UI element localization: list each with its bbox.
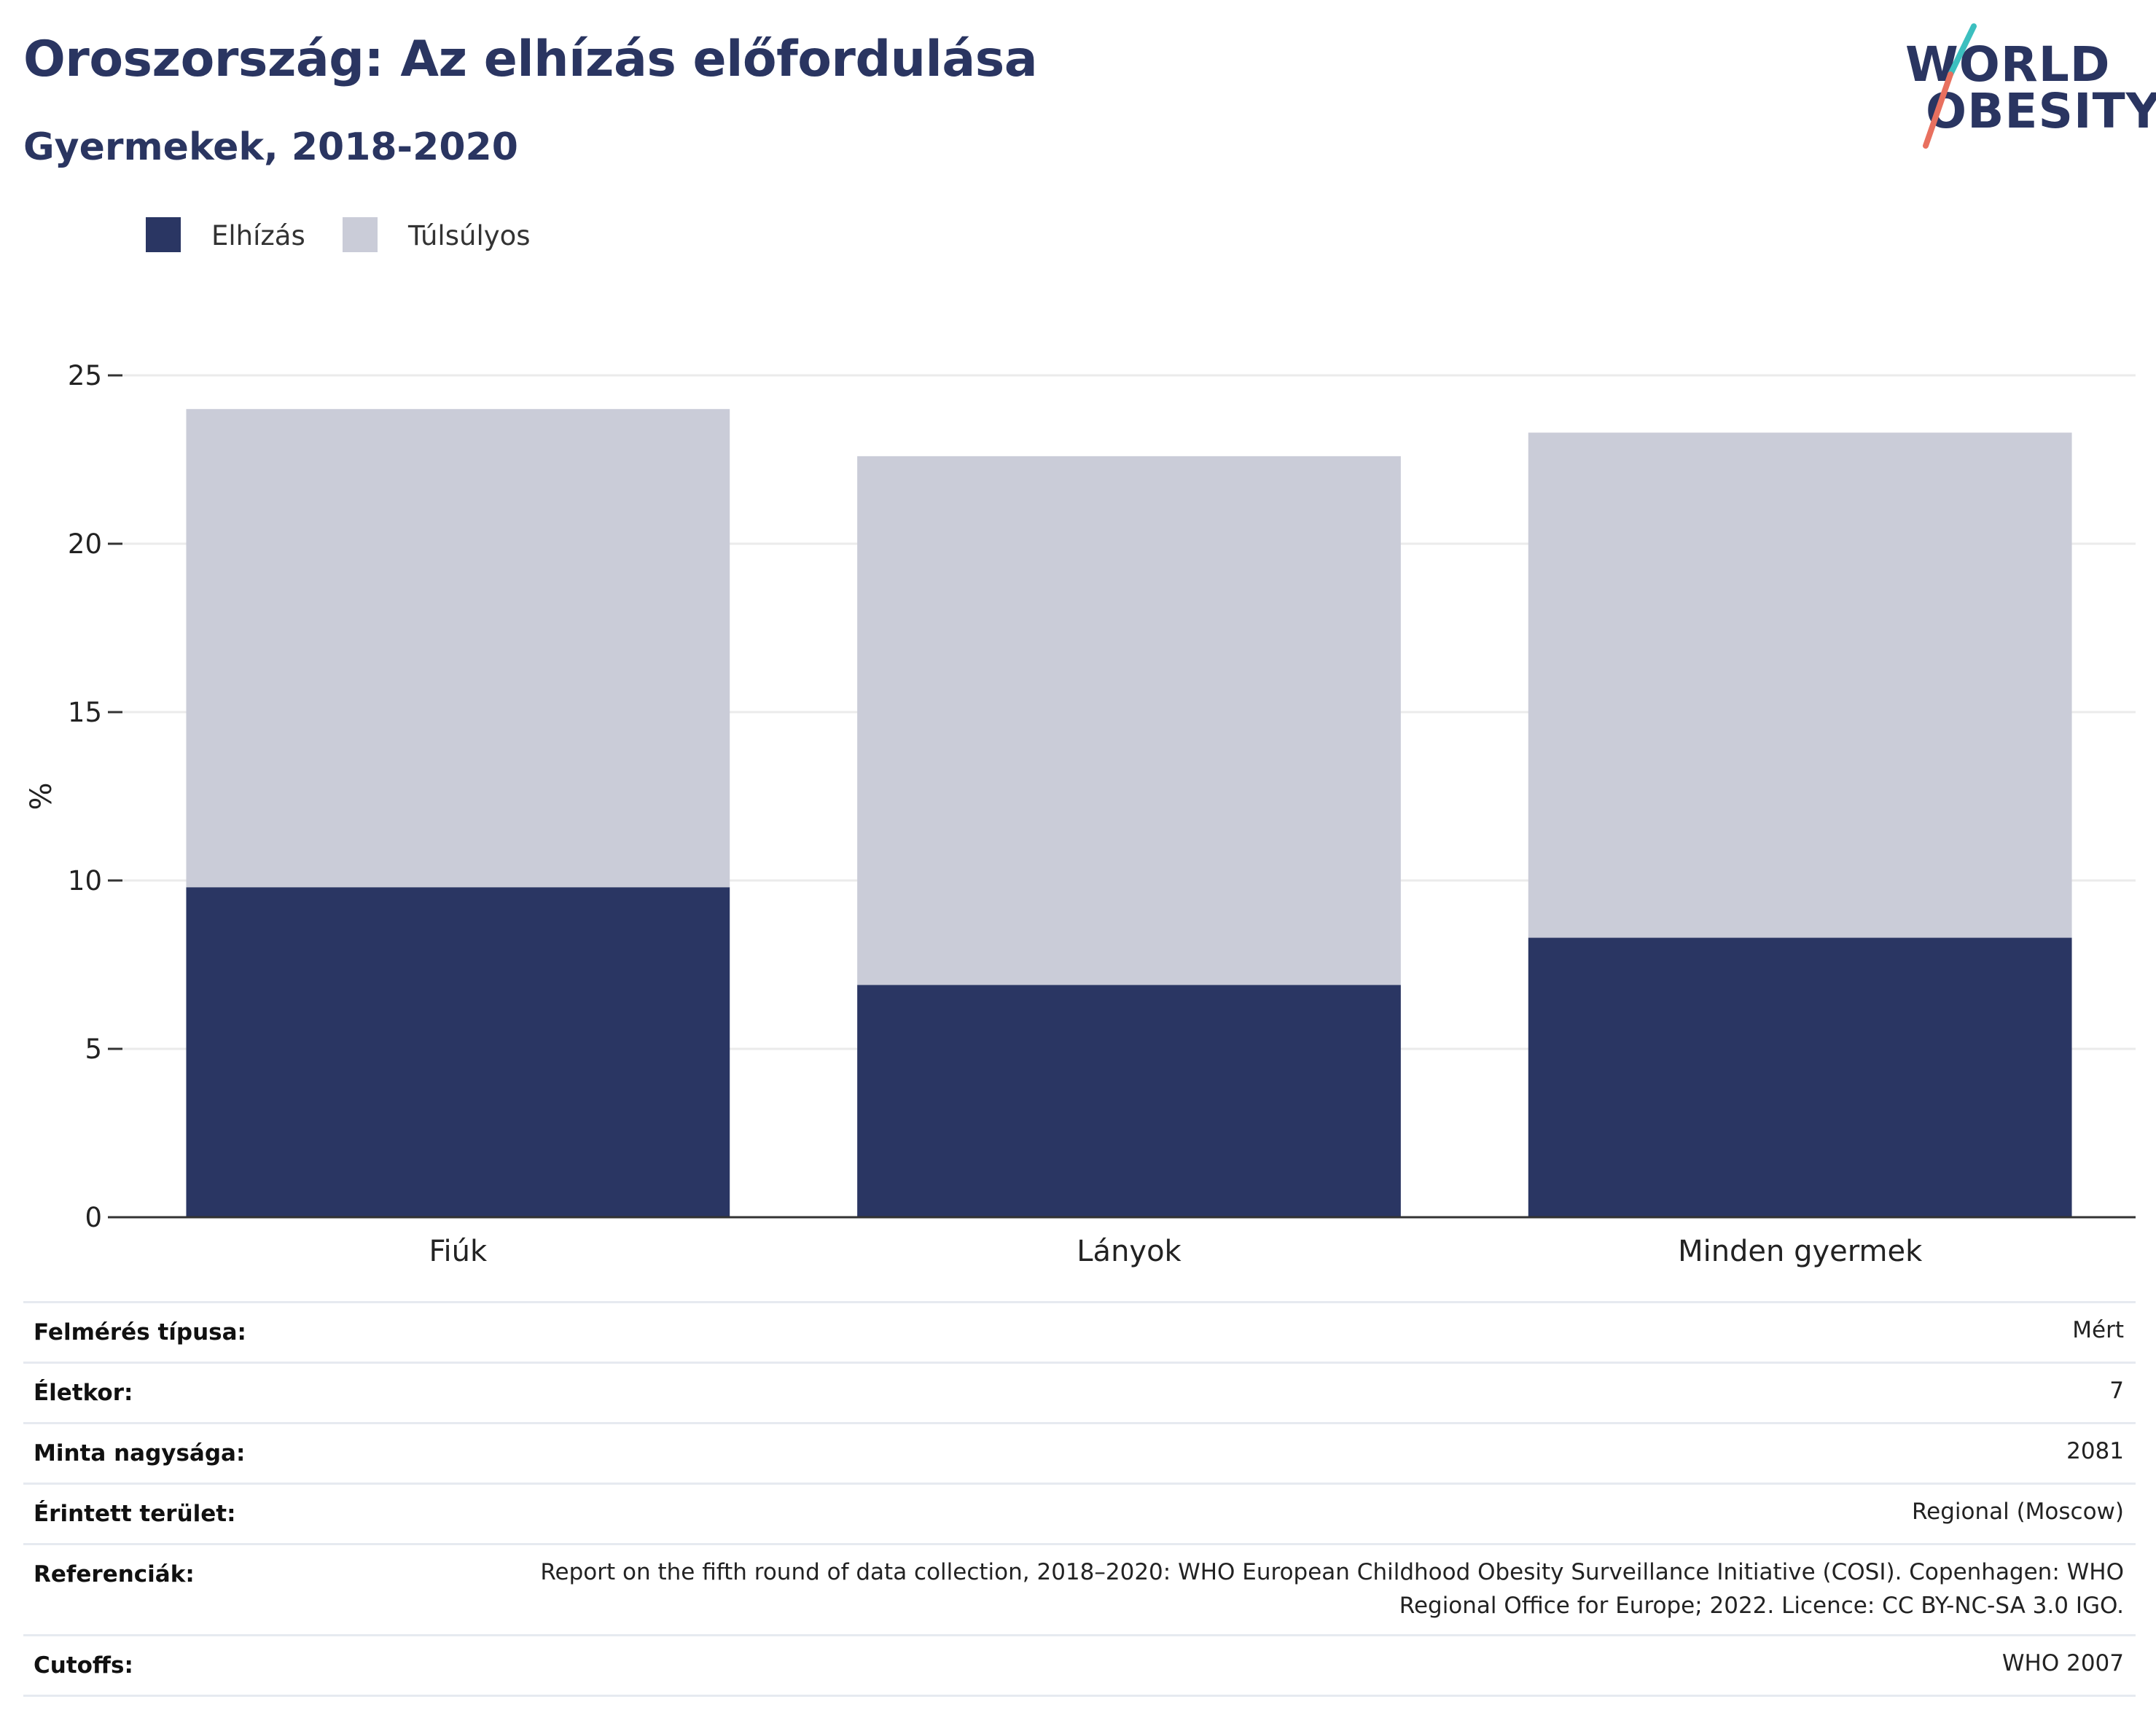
y-tick-label: 10 (68, 865, 102, 897)
info-label: Felmérés típusa: (34, 1319, 246, 1346)
y-tick-label: 5 (85, 1034, 102, 1065)
info-label: Minta nagysága: (34, 1440, 246, 1467)
info-table-bottom-border (23, 1695, 2136, 1697)
bar-obesity (857, 985, 1401, 1217)
x-tick-label: Minden gyermek (1678, 1235, 1923, 1268)
page-subtitle: Gyermekek, 2018-2020 (23, 125, 518, 169)
info-value: WHO 2007 (2001, 1650, 2124, 1676)
info-row: Referenciák: Report on the fifth round of… (23, 1543, 2136, 1634)
legend-swatch-obesity (146, 217, 181, 252)
y-tick-label: 20 (68, 528, 102, 560)
y-tick-label: 15 (68, 697, 102, 728)
logo-slash-icon (1923, 23, 1977, 149)
info-row: Cutoffs: WHO 2007 (23, 1634, 2136, 1695)
info-row: Minta nagysága: 2081 (23, 1422, 2136, 1483)
bar-obesity (186, 887, 730, 1217)
info-row: Felmérés típusa: Mért (23, 1301, 2136, 1362)
stacked-bar-chart: 0 5 10 15 20 25% Fiúk Lányok Minden gyermek (25, 360, 2136, 1268)
info-label: Referenciák: (34, 1561, 195, 1587)
y-tick-label: 25 (68, 360, 102, 391)
bar-overweight (1528, 432, 2072, 938)
y-tick-label: 0 (85, 1202, 102, 1233)
info-label: Cutoffs: (34, 1652, 133, 1679)
info-row: Érintett terület: Regional (Moscow) (23, 1483, 2136, 1543)
info-label: Érintett terület: (34, 1501, 236, 1527)
bar-overweight (186, 409, 730, 888)
info-row: Életkor: 7 (23, 1362, 2136, 1422)
legend-swatch-overweight (343, 217, 378, 252)
world-obesity-logo: WORLD OBESITY (1895, 22, 2156, 153)
info-label: Életkor: (34, 1380, 133, 1406)
info-table: Felmérés típusa: Mért Életkor: 7 Minta nagys… (23, 1301, 2136, 1697)
logo-line2: OBESITY (1926, 83, 2156, 139)
y-axis-label: % (25, 782, 58, 810)
page-title: Oroszország: Az elhízás előfordulása (23, 31, 1038, 88)
logo-line1: WORLD (1905, 36, 2111, 93)
info-value: Regional (Moscow) (1911, 1499, 2124, 1525)
bar-obesity (1528, 937, 2072, 1217)
x-tick-label: Lányok (1077, 1235, 1181, 1268)
info-value: 7 (2109, 1378, 2124, 1404)
legend-label-overweight: Túlsúlyos (408, 220, 531, 251)
bar-overweight (857, 456, 1401, 985)
x-tick-label: Fiúk (429, 1235, 488, 1268)
info-value: Report on the fifth round of data collec… (540, 1559, 2124, 1619)
legend-label-obesity: Elhízás (211, 220, 305, 251)
info-value: 2081 (2066, 1438, 2124, 1464)
info-value: Mért (2072, 1317, 2124, 1343)
